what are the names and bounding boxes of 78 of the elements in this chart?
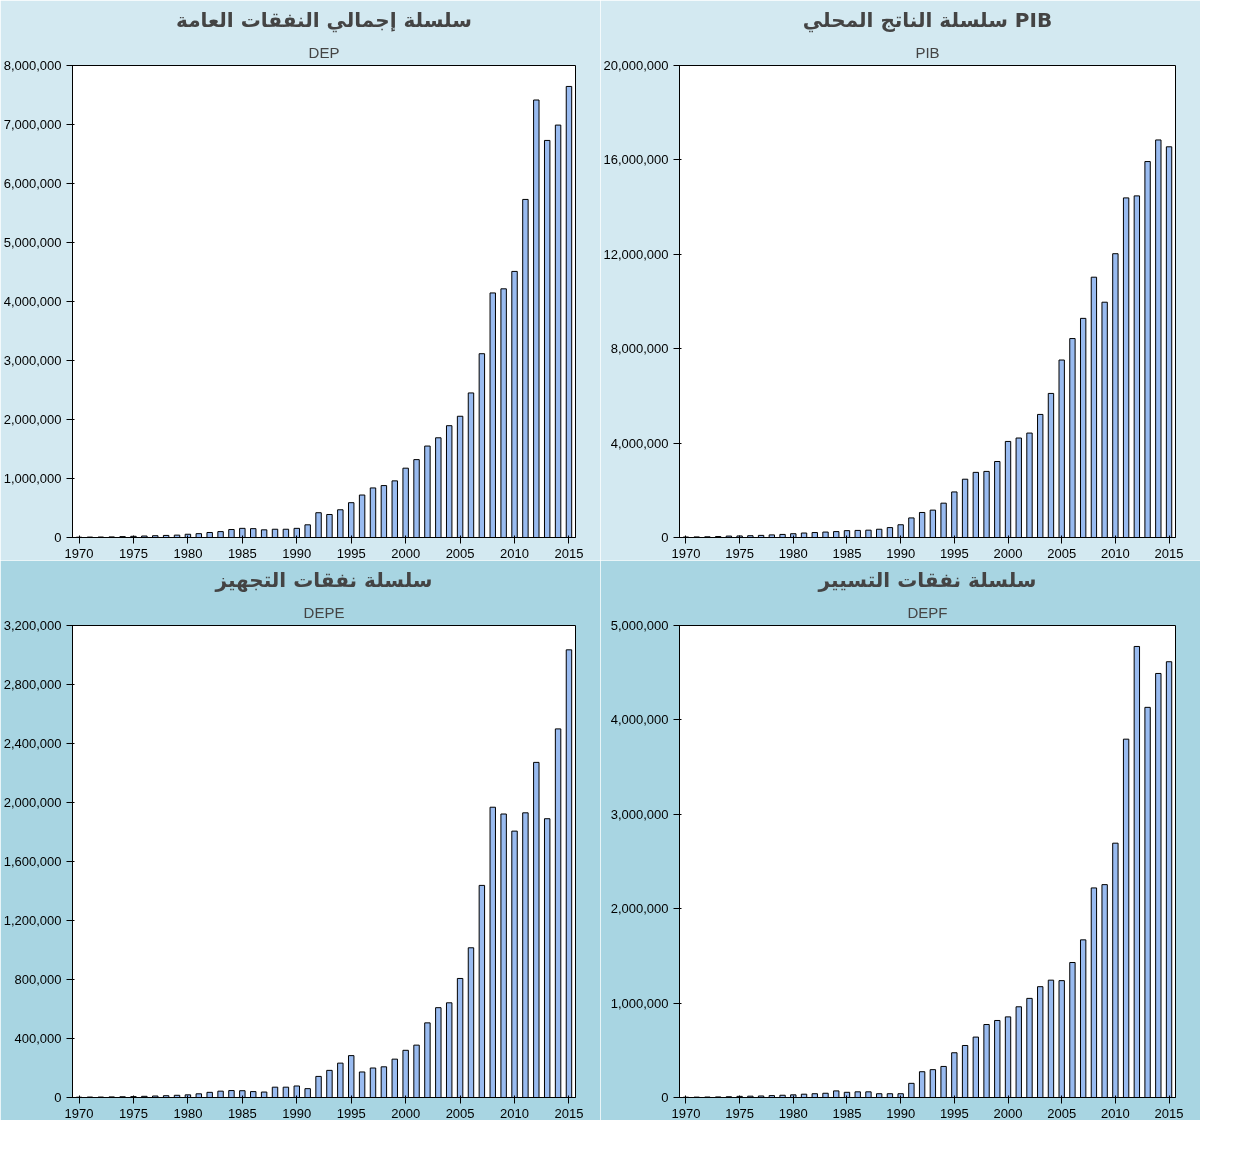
y-tick-label: 5,000,000 (3, 235, 62, 250)
chart-title: سلسلة إجمالي النفقات العامة (176, 7, 472, 33)
y-tick-label: 7,000,000 (3, 117, 62, 132)
x-tick-label: 1990 (282, 545, 312, 561)
y-tick-label: 0 (661, 1090, 669, 1105)
y-tick-label: 2,400,000 (3, 736, 62, 751)
x-tick-label: 1995 (336, 545, 366, 561)
y-tick-label: 16,000,000 (603, 152, 669, 168)
y-tick-label: 4,000,000 (610, 435, 669, 451)
y-tick-label: 0 (54, 530, 62, 545)
x-tick-label: 1990 (886, 545, 916, 561)
x-tick-label: 1990 (886, 1105, 916, 1121)
y-tick-label: 2,000,000 (3, 795, 62, 810)
y-tick-label: 5,000,000 (610, 618, 669, 633)
x-tick-label: 2005 (445, 1105, 475, 1121)
x-tick-label: 2005 (1047, 545, 1077, 561)
x-tick-label: 1970 (64, 545, 94, 561)
x-tick-label: 2000 (391, 545, 421, 561)
x-tick-label: 1985 (832, 545, 862, 561)
x-tick-label: 2015 (1154, 1105, 1184, 1121)
x-tick-label: 1985 (832, 1105, 862, 1121)
x-tick-label: 2000 (993, 1105, 1023, 1121)
y-tick-label: 20,000,000 (603, 58, 669, 73)
x-tick-label: 2015 (1154, 545, 1184, 561)
x-tick-label: 2005 (1047, 1105, 1077, 1121)
y-tick-label: 3,000,000 (3, 353, 62, 368)
chart-subtitle: DEPF (907, 603, 948, 621)
y-tick-label: 0 (54, 1090, 62, 1105)
x-tick-label: 2005 (445, 545, 475, 561)
y-tick-label: 4,000,000 (610, 712, 669, 728)
y-tick-label: 800,000 (14, 972, 62, 987)
x-tick-label: 1995 (939, 545, 969, 561)
x-tick-label: 1995 (939, 1105, 969, 1121)
x-tick-label: 1985 (227, 1105, 257, 1121)
y-tick-label: 1,000,000 (610, 995, 669, 1011)
y-tick-label: 4,000,000 (3, 294, 62, 309)
x-tick-label: 1970 (671, 1105, 701, 1121)
x-tick-label: 2015 (554, 1105, 584, 1121)
x-tick-label: 1985 (227, 545, 257, 561)
y-tick-label: 6,000,000 (3, 176, 62, 191)
x-tick-label: 1995 (336, 1105, 366, 1121)
y-tick-label: 1,000,000 (3, 471, 62, 486)
y-tick-label: 2,000,000 (3, 412, 62, 427)
x-tick-label: 1980 (778, 545, 808, 561)
x-tick-label: 2000 (993, 545, 1023, 561)
x-tick-label: 2015 (554, 545, 584, 561)
x-tick-label: 2010 (1100, 545, 1130, 561)
x-tick-label: 1980 (173, 1105, 203, 1121)
x-tick-label: 2010 (500, 1105, 529, 1121)
chart-subtitle: DEPE (303, 603, 345, 621)
chart-title: سلسلة نفقات التسيير (817, 567, 1037, 592)
y-tick-label: 3,200,000 (3, 618, 62, 633)
x-tick-label: 1990 (282, 1105, 312, 1121)
x-tick-label: 2000 (391, 1105, 421, 1121)
y-tick-label: 12,000,000 (603, 246, 669, 262)
x-tick-label: 1970 (671, 545, 701, 561)
x-tick-label: 1975 (725, 1105, 755, 1121)
y-tick-label: 8,000,000 (610, 341, 669, 357)
x-tick-label: 1975 (119, 1105, 148, 1121)
x-tick-label: 1975 (119, 545, 148, 561)
x-tick-label: 2010 (500, 545, 529, 561)
x-tick-label: 1975 (725, 545, 755, 561)
chart-subtitle: DEP (308, 43, 340, 61)
x-tick-label: 1970 (64, 1105, 94, 1121)
y-tick-label: 0 (661, 530, 669, 545)
y-tick-label: 2,000,000 (610, 901, 669, 917)
x-tick-label: 2010 (1100, 1105, 1130, 1121)
chart-subtitle: PIB (915, 43, 940, 61)
x-tick-label: 1980 (778, 1105, 808, 1121)
chart-title: سلسلة نفقات التجهيز (214, 567, 433, 592)
y-tick-label: 400,000 (14, 1031, 62, 1046)
y-tick-label: 2,800,000 (3, 677, 62, 692)
y-tick-label: 3,000,000 (610, 806, 669, 822)
y-tick-label: 1,200,000 (3, 913, 62, 928)
chart-title: سلسلة الناتج المحلي PIB (802, 7, 1053, 33)
x-tick-label: 1980 (173, 545, 203, 561)
y-tick-label: 8,000,000 (3, 58, 62, 73)
y-tick-label: 1,600,000 (3, 854, 62, 869)
